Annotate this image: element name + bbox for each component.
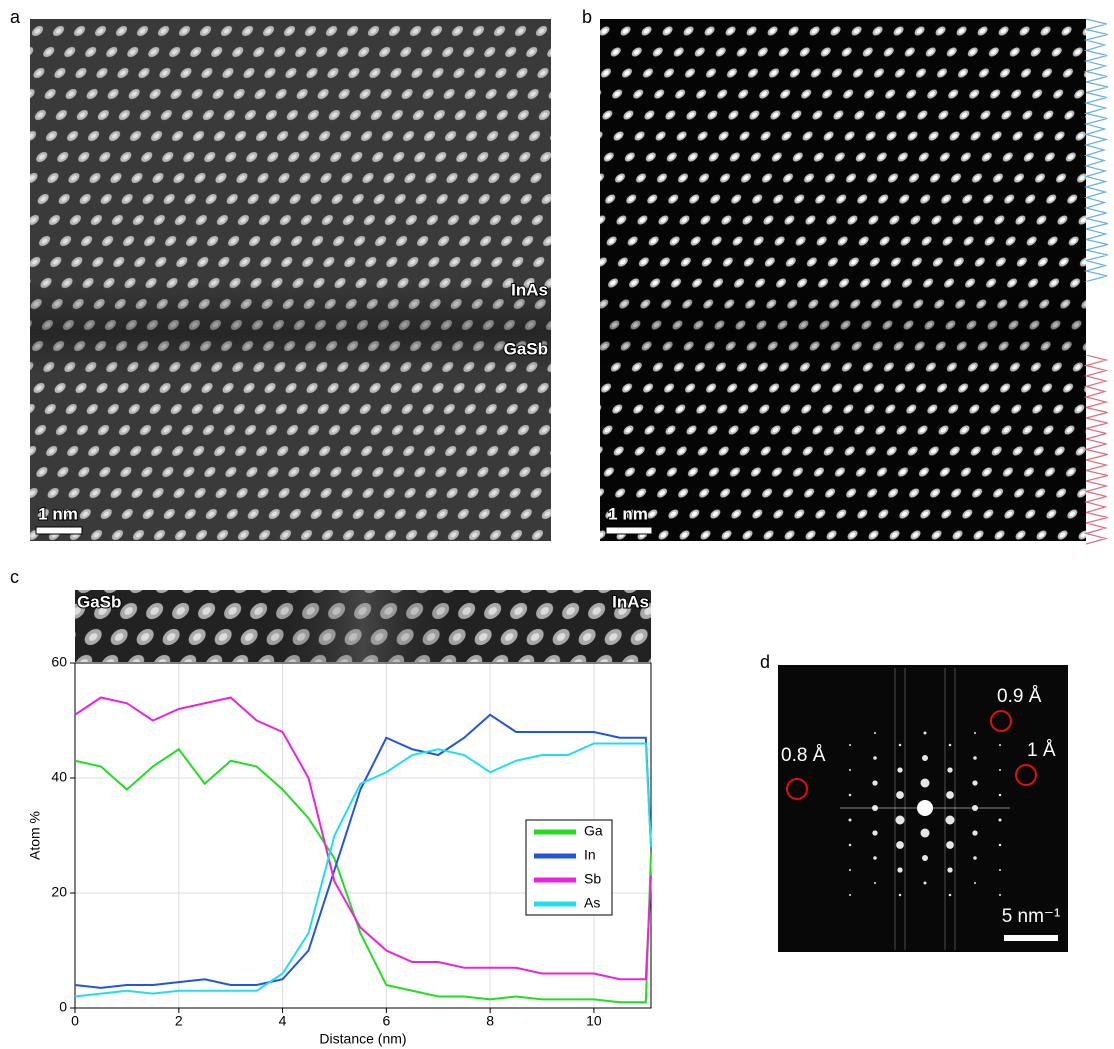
- spot: [921, 779, 930, 788]
- spot: [999, 844, 1002, 847]
- strip-label: InAs: [612, 592, 649, 611]
- scale-label: 1 nm: [608, 504, 648, 523]
- spot: [873, 756, 877, 760]
- spot: [899, 894, 902, 897]
- spot: [849, 819, 852, 822]
- figure: a InAs GaSb 1 nm b 1 nm c GaSb InAs 0204…: [0, 0, 1114, 1049]
- spot: [896, 816, 905, 825]
- x-axis-label: Distance (nm): [319, 1031, 406, 1047]
- spot: [873, 856, 877, 860]
- panel-label: a: [10, 7, 21, 27]
- x-tick-label: 6: [382, 1013, 390, 1029]
- layer-label: InAs: [511, 280, 548, 299]
- spot: [974, 882, 976, 884]
- chart: 0 20 40 60 0 2 4 6 8 10 Distance (nm) Atom % Ga In Sb A…: [27, 654, 651, 1047]
- spot: [999, 869, 1001, 871]
- spot: [999, 894, 1001, 896]
- legend-label: In: [584, 847, 596, 863]
- scale-bar: [606, 527, 652, 534]
- spot: [999, 794, 1002, 797]
- spot: [874, 882, 876, 884]
- spot: [973, 856, 977, 860]
- spot: [874, 732, 876, 734]
- spot: [949, 744, 952, 747]
- spot: [974, 732, 976, 734]
- spot: [896, 841, 904, 849]
- spot: [849, 894, 851, 896]
- x-tick-label: 10: [586, 1013, 602, 1029]
- spacing-label: 1 Å: [1027, 740, 1056, 761]
- spot: [973, 756, 977, 760]
- x-tick-label: 8: [486, 1013, 494, 1029]
- y-tick-label: 0: [59, 999, 67, 1015]
- x-tick-label: 2: [175, 1013, 183, 1029]
- panel-label: d: [760, 652, 770, 672]
- scale-label: 5 nm⁻¹: [1002, 906, 1061, 927]
- spot: [922, 855, 928, 861]
- scale-bar: [36, 527, 82, 534]
- spot: [896, 791, 904, 799]
- spot: [999, 744, 1001, 746]
- spot: [972, 780, 977, 785]
- spot: [849, 794, 852, 797]
- y-tick-label: 60: [51, 654, 67, 670]
- spacing-label: 0.8 Å: [781, 745, 826, 766]
- scale-bar: [1004, 935, 1058, 941]
- spot: [924, 732, 927, 735]
- spot: [999, 769, 1001, 771]
- legend-label: Sb: [584, 871, 601, 887]
- y-tick-label: 40: [51, 769, 67, 785]
- panel-label: b: [582, 7, 592, 27]
- spot: [947, 867, 952, 872]
- spot: [897, 767, 902, 772]
- spacing-label: 0.9 Å: [997, 686, 1042, 707]
- spot: [949, 894, 952, 897]
- spot: [947, 767, 952, 772]
- spot: [872, 830, 877, 835]
- spot: [849, 744, 851, 746]
- spot: [924, 882, 927, 885]
- legend-label: As: [584, 895, 600, 911]
- spot: [897, 867, 902, 872]
- scale-label: 1 nm: [38, 504, 78, 523]
- panel-label: c: [10, 567, 19, 587]
- x-tick-label: 0: [71, 1013, 79, 1029]
- x-tick-label: 4: [279, 1013, 287, 1029]
- legend-label: Ga: [584, 823, 603, 839]
- spot: [849, 844, 852, 847]
- interface-shade: [75, 590, 651, 662]
- intensity-profile: [1086, 19, 1108, 544]
- layer-label: GaSb: [504, 339, 548, 358]
- spot: [899, 744, 902, 747]
- spot: [946, 841, 954, 849]
- y-axis-label: Atom %: [27, 811, 43, 860]
- spot: [922, 755, 928, 761]
- spot: [872, 780, 877, 785]
- spot: [972, 830, 977, 835]
- spot: [946, 791, 954, 799]
- spot: [946, 816, 955, 825]
- spot: [999, 819, 1002, 822]
- spot: [849, 869, 851, 871]
- y-tick-label: 20: [51, 884, 67, 900]
- interface-shade: [600, 19, 1086, 541]
- interface-shade: [30, 19, 551, 541]
- strip-label: GaSb: [77, 592, 121, 611]
- spot: [849, 769, 851, 771]
- spot: [921, 829, 930, 838]
